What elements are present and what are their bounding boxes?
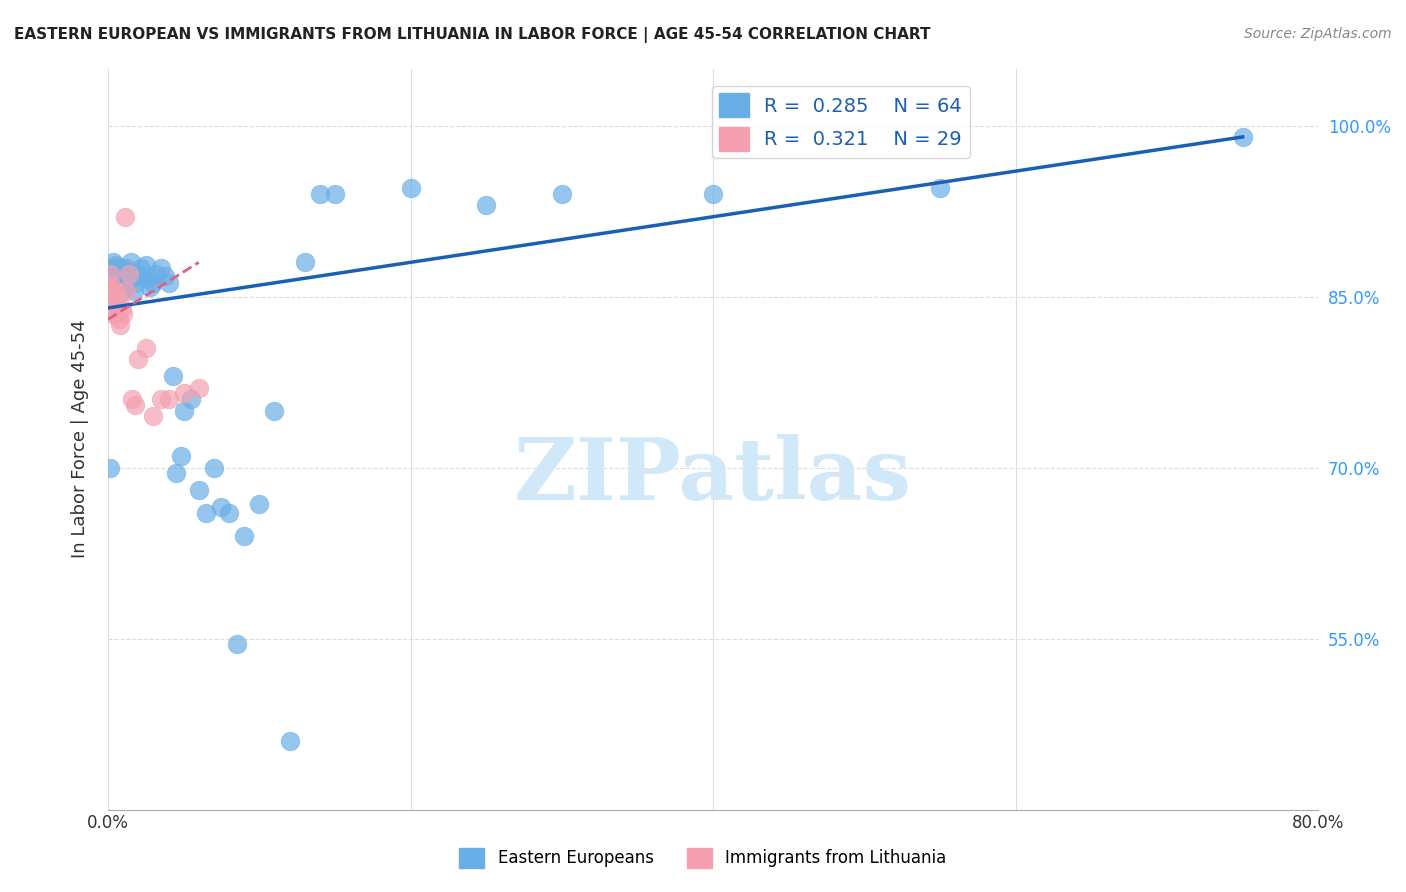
Immigrants from Lithuania bbox=[114, 210, 136, 224]
Immigrants from Lithuania bbox=[173, 386, 195, 401]
Eastern Europeans bbox=[145, 267, 167, 281]
Eastern Europeans bbox=[233, 529, 256, 543]
Eastern Europeans bbox=[294, 255, 316, 269]
Immigrants from Lithuania bbox=[118, 267, 141, 281]
Eastern Europeans bbox=[136, 272, 159, 286]
Immigrants from Lithuania bbox=[103, 289, 125, 303]
Immigrants from Lithuania bbox=[104, 295, 127, 310]
Eastern Europeans bbox=[103, 284, 125, 298]
Eastern Europeans bbox=[308, 186, 330, 201]
Eastern Europeans bbox=[263, 403, 285, 417]
Immigrants from Lithuania bbox=[187, 381, 209, 395]
Legend: R =  0.285    N = 64, R =  0.321    N = 29: R = 0.285 N = 64, R = 0.321 N = 29 bbox=[711, 86, 970, 159]
Eastern Europeans bbox=[162, 369, 184, 384]
Legend: Eastern Europeans, Immigrants from Lithuania: Eastern Europeans, Immigrants from Lithu… bbox=[453, 841, 953, 875]
Eastern Europeans bbox=[132, 268, 155, 283]
Eastern Europeans bbox=[323, 186, 346, 201]
Eastern Europeans bbox=[155, 268, 177, 283]
Immigrants from Lithuania bbox=[101, 284, 124, 298]
Eastern Europeans bbox=[139, 280, 162, 294]
Eastern Europeans bbox=[105, 268, 128, 283]
Eastern Europeans bbox=[114, 264, 136, 278]
Eastern Europeans bbox=[104, 258, 127, 272]
Immigrants from Lithuania bbox=[124, 398, 146, 412]
Immigrants from Lithuania bbox=[100, 295, 122, 310]
Eastern Europeans bbox=[187, 483, 209, 498]
Eastern Europeans bbox=[195, 506, 218, 520]
Eastern Europeans bbox=[103, 267, 125, 281]
Eastern Europeans bbox=[121, 268, 143, 283]
Immigrants from Lithuania bbox=[101, 301, 124, 315]
Immigrants from Lithuania bbox=[112, 307, 135, 321]
Y-axis label: In Labor Force | Age 45-54: In Labor Force | Age 45-54 bbox=[72, 319, 89, 558]
Eastern Europeans bbox=[127, 267, 149, 281]
Eastern Europeans bbox=[211, 500, 233, 515]
Immigrants from Lithuania bbox=[135, 341, 157, 355]
Eastern Europeans bbox=[112, 278, 135, 293]
Eastern Europeans bbox=[110, 276, 132, 290]
Eastern Europeans bbox=[105, 264, 128, 278]
Immigrants from Lithuania bbox=[98, 267, 121, 281]
Eastern Europeans bbox=[929, 181, 952, 195]
Eastern Europeans bbox=[247, 497, 270, 511]
Immigrants from Lithuania bbox=[104, 284, 127, 298]
Eastern Europeans bbox=[98, 460, 121, 475]
Eastern Europeans bbox=[551, 186, 574, 201]
Eastern Europeans bbox=[278, 734, 301, 748]
Eastern Europeans bbox=[101, 272, 124, 286]
Eastern Europeans bbox=[108, 267, 131, 281]
Eastern Europeans bbox=[202, 460, 225, 475]
Eastern Europeans bbox=[149, 260, 172, 275]
Eastern Europeans bbox=[129, 260, 152, 275]
Immigrants from Lithuania bbox=[103, 301, 125, 315]
Immigrants from Lithuania bbox=[149, 392, 172, 406]
Eastern Europeans bbox=[100, 260, 122, 275]
Eastern Europeans bbox=[1232, 129, 1254, 144]
Immigrants from Lithuania bbox=[101, 307, 124, 321]
Eastern Europeans bbox=[110, 284, 132, 298]
Eastern Europeans bbox=[100, 267, 122, 281]
Eastern Europeans bbox=[180, 392, 202, 406]
Eastern Europeans bbox=[225, 637, 247, 651]
Immigrants from Lithuania bbox=[115, 284, 138, 298]
Eastern Europeans bbox=[475, 198, 498, 212]
Immigrants from Lithuania bbox=[98, 284, 121, 298]
Eastern Europeans bbox=[135, 258, 157, 272]
Immigrants from Lithuania bbox=[108, 318, 131, 332]
Immigrants from Lithuania bbox=[105, 289, 128, 303]
Eastern Europeans bbox=[218, 506, 240, 520]
Eastern Europeans bbox=[117, 267, 139, 281]
Eastern Europeans bbox=[399, 181, 422, 195]
Eastern Europeans bbox=[108, 260, 131, 275]
Text: EASTERN EUROPEAN VS IMMIGRANTS FROM LITHUANIA IN LABOR FORCE | AGE 45-54 CORRELA: EASTERN EUROPEAN VS IMMIGRANTS FROM LITH… bbox=[14, 27, 931, 43]
Eastern Europeans bbox=[702, 186, 724, 201]
Eastern Europeans bbox=[124, 276, 146, 290]
Eastern Europeans bbox=[101, 278, 124, 293]
Eastern Europeans bbox=[115, 260, 138, 275]
Eastern Europeans bbox=[122, 284, 145, 298]
Eastern Europeans bbox=[107, 272, 129, 286]
Immigrants from Lithuania bbox=[105, 307, 128, 321]
Immigrants from Lithuania bbox=[110, 301, 132, 315]
Eastern Europeans bbox=[142, 276, 165, 290]
Eastern Europeans bbox=[107, 280, 129, 294]
Eastern Europeans bbox=[173, 403, 195, 417]
Eastern Europeans bbox=[104, 289, 127, 303]
Immigrants from Lithuania bbox=[100, 278, 122, 293]
Eastern Europeans bbox=[165, 467, 187, 481]
Text: ZIPatlas: ZIPatlas bbox=[515, 434, 912, 518]
Eastern Europeans bbox=[157, 276, 180, 290]
Immigrants from Lithuania bbox=[127, 352, 149, 367]
Text: Source: ZipAtlas.com: Source: ZipAtlas.com bbox=[1244, 27, 1392, 41]
Immigrants from Lithuania bbox=[107, 312, 129, 326]
Immigrants from Lithuania bbox=[157, 392, 180, 406]
Eastern Europeans bbox=[169, 449, 191, 463]
Immigrants from Lithuania bbox=[121, 392, 143, 406]
Eastern Europeans bbox=[104, 276, 127, 290]
Eastern Europeans bbox=[120, 255, 142, 269]
Eastern Europeans bbox=[101, 255, 124, 269]
Immigrants from Lithuania bbox=[142, 409, 165, 424]
Eastern Europeans bbox=[118, 272, 141, 286]
Eastern Europeans bbox=[112, 268, 135, 283]
